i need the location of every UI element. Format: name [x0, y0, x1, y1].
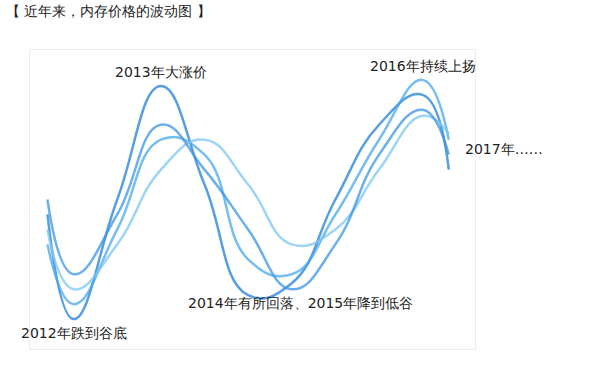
svg-text:2016年持续上扬: 2016年持续上扬 [370, 58, 476, 74]
svg-text:【 近年来，内存价格的波动图 】: 【 近年来，内存价格的波动图 】 [6, 3, 211, 19]
svg-text:2014年有所回落、2015年降到低谷: 2014年有所回落、2015年降到低谷 [188, 295, 413, 311]
svg-text:2012年跌到谷底: 2012年跌到谷底 [21, 325, 127, 341]
svg-text:2013年大涨价: 2013年大涨价 [115, 64, 207, 80]
svg-text:2017年……: 2017年…… [465, 141, 543, 157]
